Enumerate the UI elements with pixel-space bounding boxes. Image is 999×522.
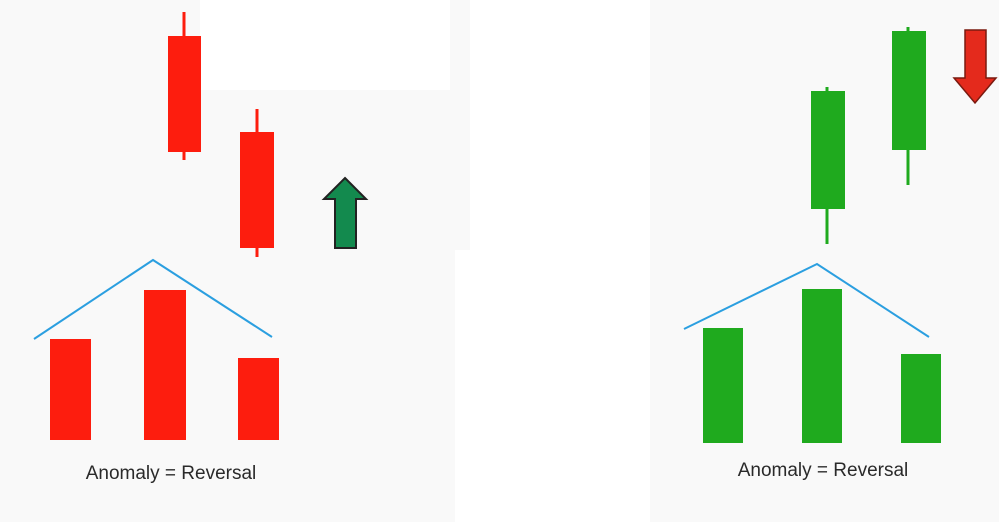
left-bars — [50, 290, 279, 440]
right-panel-bg — [650, 0, 999, 522]
candle-body — [811, 91, 845, 209]
bar — [144, 290, 186, 440]
bar — [703, 328, 743, 443]
left-top-patch — [200, 0, 450, 90]
candle-body — [240, 132, 274, 248]
center-patch — [455, 250, 650, 522]
right-caption: Anomaly = Reversal — [737, 460, 909, 481]
up-arrow-icon — [321, 176, 369, 249]
candle-body — [168, 36, 201, 152]
peak-guide-line — [33, 258, 273, 340]
left-caption: Anomaly = Reversal — [85, 463, 257, 484]
candle-body — [892, 31, 926, 150]
down-arrow-icon — [952, 29, 998, 105]
bar — [901, 354, 941, 443]
bar — [802, 289, 842, 443]
peak-guide-line — [683, 262, 930, 338]
right-candles — [811, 27, 926, 244]
right-bars — [703, 289, 941, 443]
bar — [238, 358, 279, 440]
left-candles — [168, 12, 274, 257]
bar — [50, 339, 91, 440]
